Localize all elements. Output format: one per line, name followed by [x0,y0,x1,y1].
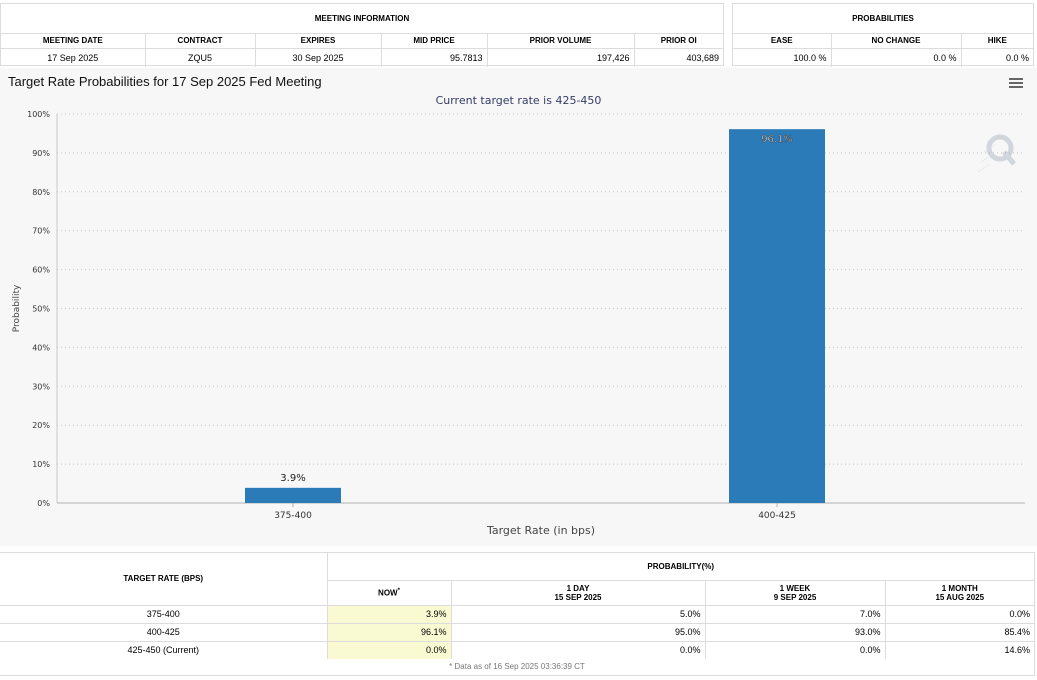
meeting-info-panel: MEETING INFORMATION MEETING DATE CONTRAC… [0,3,724,67]
period-1day-date: 15 SEP 2025 [554,592,602,602]
now-mark: * [397,587,400,594]
period-1day-label: 1 DAY [566,583,590,593]
now-cell: 96.1% [327,622,452,641]
probabilities-heading: PROBABILITIES [852,13,914,23]
now-header: NOW* [327,579,452,605]
bar [729,129,825,503]
meeting-info-heading: MEETING INFORMATION [314,13,410,23]
col-hike: HIKE [961,32,1033,48]
period-header-1month: 1 MONTH 15 AUG 2025 [885,579,1034,605]
chart-title: Target Rate Probabilities for 17 Sep 202… [8,74,322,89]
week-cell: 0.0% [705,640,886,659]
target-rate-header: TARGET RATE (BPS) [0,553,328,605]
bar [245,487,341,503]
q-logo-watermark [977,133,1016,173]
day-cell: 0.0% [451,640,706,659]
y-tick-label: 40% [32,343,50,352]
chart-container: 0% 10% 20% 30% 40% 50% 60% 70% 80% 90% 100% 375-400… [0,68,1037,546]
week-cell: 7.0% [705,604,886,623]
y-axis-title: Probability [12,284,22,332]
y-tick-label: 50% [32,305,50,314]
no-change-value: 0.0 % [831,47,962,67]
meeting-info-table: MEETING INFORMATION MEETING DATE CONTRAC… [1,4,723,67]
x-axis-title: Target Rate (in bps) [486,524,595,537]
now-label: NOW [378,588,398,598]
col-meeting-date: MEETING DATE [1,32,146,48]
y-tick-label: 0% [37,499,50,508]
week-cell: 93.0% [705,622,886,641]
period-header-1week: 1 WEEK 9 SEP 2025 [705,579,886,605]
month-cell: 0.0% [885,604,1034,623]
day-cell: 95.0% [451,622,706,641]
period-header-1day: 1 DAY 15 SEP 2025 [451,579,706,605]
col-prior-oi: PRIOR OI [634,32,723,48]
meeting-date-value: 17 Sep 2025 [1,47,146,67]
y-tick-label: 90% [32,149,50,158]
table-row: 425-450 (Current) 0.0% 0.0% 0.0% 14.6% [0,640,1034,659]
col-prior-volume: PRIOR VOLUME [487,32,635,48]
month-cell: 85.4% [885,622,1034,641]
table-row: 375-400 3.9% 5.0% 7.0% 0.0% [0,604,1034,623]
y-tick-label: 20% [32,421,50,430]
rate-cell: 425-450 (Current) [0,640,328,659]
period-1month-label: 1 MONTH [941,583,978,593]
now-cell: 3.9% [327,604,452,623]
y-tick-label: 80% [32,188,50,197]
x-tick-label: 400-425 [758,511,796,521]
probability-history-table: TARGET RATE (BPS) PROBABILITY(%) NOW* 1 … [0,553,1034,659]
y-tick-label: 70% [32,227,50,236]
chart-subtitle: Current target rate is 425-450 [435,94,602,107]
chart-svg: 0% 10% 20% 30% 40% 50% 60% 70% 80% 90% 100% 375-400… [12,110,1025,537]
probability-group-header: PROBABILITY(%) [647,561,715,571]
expires-value: 30 Sep 2025 [255,47,382,67]
hamburger-menu-icon[interactable] [1009,78,1023,88]
data-timestamp-footnote: * Data as of 16 Sep 2025 03:36:39 CT [449,662,585,671]
prior-volume-value: 197,426 [487,47,635,67]
period-1month-date: 15 AUG 2025 [935,592,985,602]
y-tick-label: 100% [27,110,50,119]
col-contract: CONTRACT [145,32,256,48]
mid-price-value: 95.7813 [381,47,488,67]
period-1week-label: 1 WEEK [779,583,811,593]
col-mid-price: MID PRICE [381,32,488,48]
now-cell: 0.0% [327,640,452,659]
col-no-change: NO CHANGE [831,32,962,48]
prior-oi-value: 403,689 [634,47,723,67]
col-expires: EXPIRES [255,32,382,48]
rate-cell: 375-400 [0,604,328,623]
data-label: 3.9% [280,473,305,484]
month-cell: 14.6% [885,640,1034,659]
y-tick-label: 60% [32,266,50,275]
probabilities-table: PROBABILITIES EASE NO CHANGE HIKE 100.0 … [733,4,1033,67]
probabilities-panel: PROBABILITIES EASE NO CHANGE HIKE 100.0 … [732,3,1034,67]
data-label: 96.1% [761,134,793,145]
period-1week-date: 9 SEP 2025 [773,592,817,602]
y-tick-label: 10% [32,460,50,469]
hike-value: 0.0 % [961,47,1033,67]
day-cell: 5.0% [451,604,706,623]
ease-value: 100.0 % [733,47,832,67]
table-row: 400-425 96.1% 95.0% 93.0% 85.4% [0,622,1034,641]
x-tick-label: 375-400 [274,511,312,521]
y-tick-label: 30% [32,382,50,391]
contract-value: ZQU5 [145,47,256,67]
probability-history-panel: TARGET RATE (BPS) PROBABILITY(%) NOW* 1 … [0,552,1035,676]
col-ease: EASE [733,32,832,48]
rate-cell: 400-425 [0,622,328,641]
